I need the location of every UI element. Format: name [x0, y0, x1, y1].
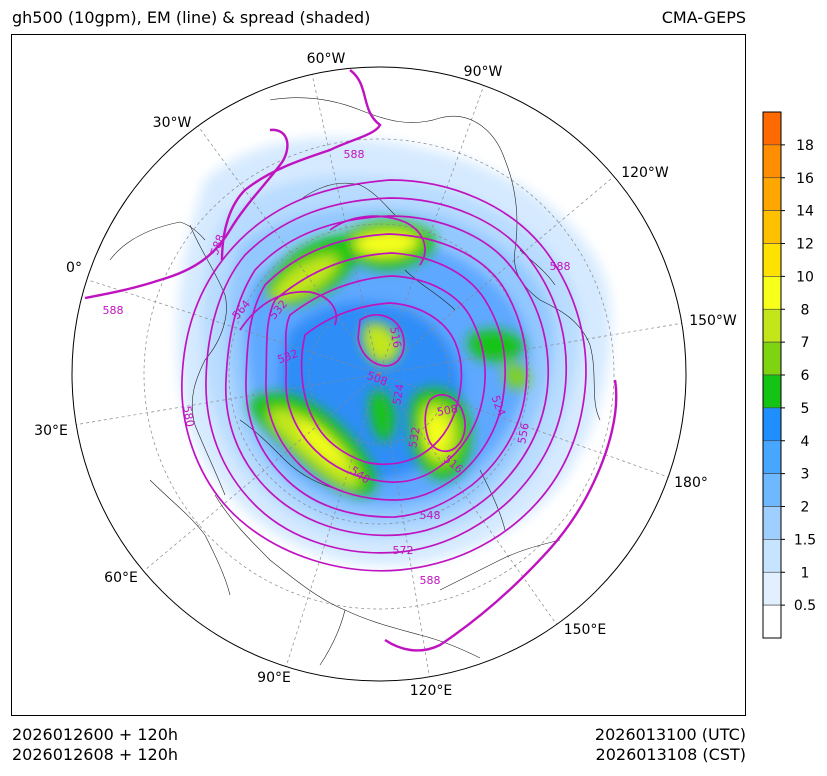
- lon-label: 150°E: [564, 622, 607, 638]
- colorbar-label: 10: [796, 269, 814, 285]
- colorbar-swatch: [762, 539, 782, 573]
- colorbar-swatch: [762, 308, 782, 343]
- colorbar-swatch: [762, 243, 782, 277]
- colorbar-label: 8: [801, 302, 810, 318]
- valid-cst: 2026013108 (CST): [595, 745, 746, 764]
- em-contours: [84, 69, 618, 652]
- longitude-labels: 60°W 90°W 30°W 120°W 0° 150°W 30°E 180° …: [34, 51, 737, 699]
- contour-label: 588: [550, 260, 571, 273]
- colorbar-label: 16: [796, 171, 814, 187]
- contour-label: 556: [515, 422, 531, 445]
- colorbar-swatch: [762, 407, 782, 442]
- lon-label: 120°E: [410, 683, 453, 699]
- valid-time: 2026013100 (UTC) 2026013108 (CST): [595, 725, 746, 765]
- contour-label: 548: [420, 509, 441, 522]
- colorbar-label: 1: [801, 565, 810, 581]
- colorbar-label: 6: [801, 368, 810, 384]
- colorbar-swatch: [762, 571, 782, 606]
- contour-label: 588: [103, 304, 124, 317]
- lon-label: 30°W: [153, 115, 192, 131]
- model-name: CMA-GEPS: [661, 8, 746, 27]
- init-cst: 2026012608 + 120h: [12, 745, 179, 764]
- colorbar-label: 4: [801, 434, 810, 450]
- contour-label: 588: [344, 148, 365, 161]
- map-title: gh500 (10gpm), EM (line) & spread (shade…: [12, 8, 371, 27]
- colorbar-swatch: [762, 111, 782, 146]
- colorbar-swatch: [762, 177, 782, 211]
- colorbar-swatch: [762, 144, 782, 179]
- colorbar-label: 14: [796, 204, 814, 220]
- colorbar-swatch: [762, 604, 782, 639]
- valid-utc: 2026013100 (UTC): [594, 725, 746, 744]
- colorbar-swatch: [762, 506, 782, 540]
- colorbar-label: 5: [801, 401, 810, 417]
- colorbar-swatch: [762, 374, 782, 409]
- contour-label: 508: [436, 402, 459, 418]
- land-outline: [109, 97, 601, 666]
- colorbar-label: 3: [801, 467, 810, 483]
- contour-label: 516: [387, 326, 403, 349]
- lon-label: 90°W: [464, 64, 503, 80]
- colorbar: 18 16 14 12 10 8 7 6 5 4 3 2 1.5 1 0.5: [762, 111, 816, 639]
- contour-label: 580: [180, 405, 196, 428]
- init-utc: 2026012600 + 120h: [12, 725, 179, 744]
- colorbar-swatch: [762, 440, 782, 474]
- map-frame: [11, 34, 746, 716]
- colorbar-label: 12: [796, 237, 814, 253]
- colorbar-swatch: [762, 341, 782, 376]
- lon-label: 30°E: [34, 423, 68, 439]
- lon-label: 180°: [674, 475, 708, 491]
- colorbar-swatch: [762, 276, 782, 310]
- colorbar-label: 18: [796, 138, 814, 154]
- lon-label: 90°E: [257, 670, 291, 686]
- colorbar-frame: [762, 111, 782, 639]
- colorbar-swatch: [762, 210, 782, 244]
- contour-label: 524: [390, 383, 406, 406]
- lon-label: 0°: [66, 260, 82, 276]
- colorbar-label: 7: [801, 335, 810, 351]
- contour-label: 572: [393, 544, 414, 557]
- init-time: 2026012600 + 120h 2026012608 + 120h: [12, 725, 178, 765]
- colorbar-label: 0.5: [794, 598, 816, 614]
- lon-label: 60°W: [307, 51, 346, 67]
- contour-label: 588: [420, 574, 441, 587]
- lon-label: 120°W: [621, 165, 669, 181]
- lon-label: 60°E: [104, 570, 138, 586]
- contour-label: 532: [406, 426, 422, 449]
- colorbar-swatch: [762, 473, 782, 507]
- colorbar-label: 1.5: [794, 532, 816, 548]
- graticule: [73, 67, 684, 681]
- colorbar-label: 2: [801, 500, 810, 516]
- map-boundary: [71, 66, 687, 682]
- lon-label: 150°W: [689, 313, 737, 329]
